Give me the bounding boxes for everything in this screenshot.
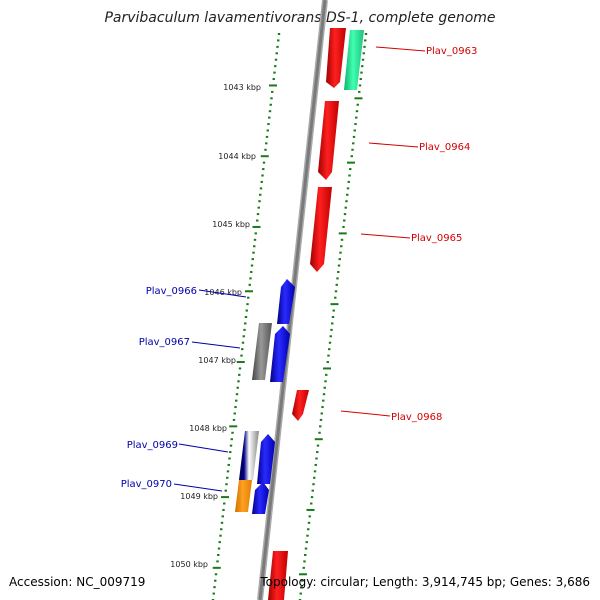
- gene-label-plav-0965[interactable]: Plav_0965: [411, 233, 462, 244]
- gene-arrow-plav-0968[interactable]: [292, 390, 309, 421]
- gene-arrow-plav-0963[interactable]: [326, 28, 346, 88]
- gene-label-plav-0968[interactable]: Plav_0968: [391, 412, 442, 423]
- tick-label: 1045 kbp: [212, 220, 250, 229]
- gene-label-plav-0964[interactable]: Plav_0964: [419, 142, 470, 153]
- gene-label-plav-0970[interactable]: Plav_0970: [121, 479, 172, 490]
- cds-block-plav-0969[interactable]: [239, 431, 259, 480]
- tick-label: 1044 kbp: [218, 152, 256, 161]
- tick-dots-left: [211, 33, 281, 600]
- gene-arrow-plav-0967[interactable]: [270, 326, 290, 382]
- map-title: Parvibaculum lavamentivorans DS-1, compl…: [104, 10, 496, 26]
- gene-arrow-next[interactable]: [268, 551, 288, 600]
- tick-labels: 1043 kbp 1044 kbp 1045 kbp 1046 kbp 1047…: [170, 83, 261, 569]
- label-leaders: [173, 46, 426, 492]
- accession-text: Accession: NC_009719: [9, 575, 146, 589]
- gene-labels: Plav_0963 Plav_0964 Plav_0965 Plav_0966 …: [121, 46, 478, 490]
- tick-label: 1049 kbp: [180, 492, 218, 501]
- cds-block-plav-0970[interactable]: [235, 480, 252, 512]
- tick-label: 1043 kbp: [223, 83, 261, 92]
- gene-arrow-plav-0969[interactable]: [257, 434, 275, 484]
- gene-label-plav-0963[interactable]: Plav_0963: [426, 46, 477, 57]
- gene-arrow-plav-0966[interactable]: [277, 279, 295, 324]
- tick-label: 1047 kbp: [198, 356, 236, 365]
- cds-block-plav-0963[interactable]: [344, 30, 364, 90]
- gene-arrow-plav-0965[interactable]: [310, 187, 332, 272]
- feature-blocks: [235, 28, 364, 600]
- gene-label-plav-0967[interactable]: Plav_0967: [139, 337, 190, 348]
- cds-block-plav-0967[interactable]: [252, 323, 272, 380]
- tick-label: 1046 kbp: [204, 288, 242, 297]
- tick-label: 1050 kbp: [170, 560, 208, 569]
- tick-dots-right: [298, 33, 368, 600]
- gene-arrow-plav-0970[interactable]: [252, 482, 269, 514]
- gene-label-plav-0969[interactable]: Plav_0969: [127, 440, 178, 451]
- gene-label-plav-0966[interactable]: Plav_0966: [146, 286, 197, 297]
- gene-arrow-plav-0964[interactable]: [318, 101, 339, 180]
- tick-label: 1048 kbp: [189, 424, 227, 433]
- topology-summary: Topology: circular; Length: 3,914,745 bp…: [260, 575, 590, 589]
